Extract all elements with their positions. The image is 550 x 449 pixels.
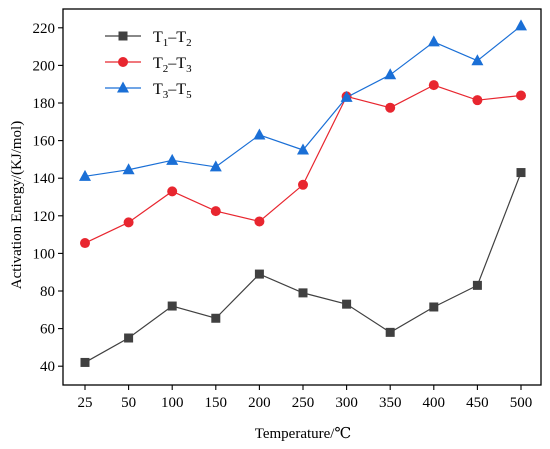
legend-entry: T2–T3 [105,55,192,75]
data-point [122,163,135,175]
x-tick-label: 25 [78,395,93,411]
legend-label: T3–T5 [153,81,192,101]
legend-subscript: 1 [163,37,169,49]
data-point [384,68,397,80]
legend-text-part: –T [167,55,186,72]
data-point [298,179,308,190]
x-tick-label: 200 [248,395,271,411]
data-point [124,333,134,343]
x-tick-label: 450 [466,395,489,411]
x-tick-label: 350 [379,395,402,411]
y-axis-title: Activation Energy/(KJ/mol) [9,121,25,289]
data-point [427,35,440,47]
series-triangle [79,19,527,181]
axes [62,8,542,386]
x-tick-label: 100 [161,395,184,411]
y-tick-label: 120 [33,209,56,225]
legend-subscript: 5 [186,89,192,101]
data-point [211,313,221,323]
data-point [253,128,266,140]
data-point [297,143,309,155]
x-tick-label: 500 [510,395,533,411]
legend-subscript: 2 [186,37,192,49]
y-tick-label: 180 [33,96,56,112]
legend-entry: T1–T2 [105,29,192,49]
legend-text-part: –T [167,81,186,98]
data-point [210,206,221,217]
legend-text-part: T [153,29,163,46]
data-point [428,80,439,91]
x-tick-label: 150 [205,395,228,411]
legend-subscript: 3 [186,63,192,75]
legend-marker [117,81,129,93]
data-point [340,90,353,102]
legend-text-part: T [153,55,163,72]
x-tick-label: 250 [292,395,315,411]
legend-label: T2–T3 [153,55,192,75]
y-tick-label: 160 [33,134,56,150]
legend-entry: T3–T5 [105,81,192,101]
data-point [254,269,264,279]
data-point [516,90,526,101]
series-line [84,84,522,244]
y-tick-label: 60 [40,322,55,338]
data-point [515,19,527,31]
data-point [80,238,90,249]
legend-text-part: –T [167,29,186,46]
legend-marker [118,31,128,41]
data-point [472,95,483,106]
legend-subscript: 2 [163,63,169,75]
data-point [342,299,352,309]
y-tick-label: 100 [33,246,56,262]
data-point [79,169,91,181]
legend-label: T1–T2 [153,29,192,49]
data-point [123,217,134,228]
series-square [80,168,526,367]
y-tick-label: 80 [40,284,55,300]
legend-text-part: T [153,81,163,98]
data-point [472,280,482,290]
data-point [298,288,308,298]
data-point [471,54,484,66]
data-point [254,216,265,227]
series-line [84,172,522,363]
plot-frame [62,8,542,386]
data-point [80,357,90,367]
legend-marker [118,57,128,67]
data-point [167,186,178,197]
y-tick-label: 40 [40,359,55,375]
legend-subscript: 3 [163,89,169,101]
data-point [167,301,177,311]
x-tick-label: 400 [423,395,446,411]
data-point [209,160,222,172]
y-tick-label: 200 [33,58,56,74]
series-layer [79,19,527,367]
data-point [429,302,439,312]
data-point [166,153,179,165]
x-tick-label: 300 [335,395,358,411]
data-point [385,327,395,337]
data-point [516,168,526,178]
y-tick-label: 140 [33,171,56,187]
x-axis-title: Temperature/℃ [255,426,352,442]
data-point [385,102,396,113]
x-tick-label: 50 [121,395,136,411]
y-tick-label: 220 [33,21,56,37]
series-circle [80,80,526,249]
